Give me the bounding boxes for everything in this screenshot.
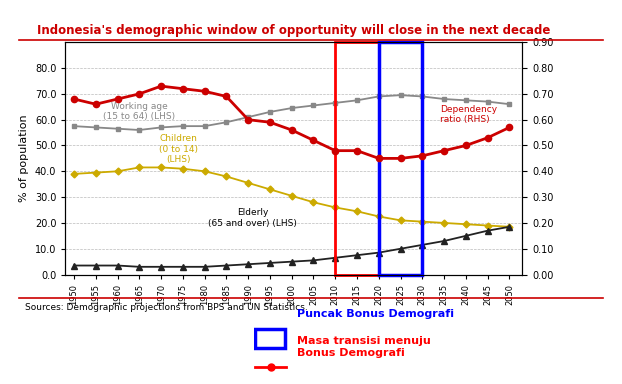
Text: Masa transisi menuju
Bonus Demografi: Masa transisi menuju Bonus Demografi <box>297 336 431 358</box>
Text: Elderly
(65 and over) (LHS): Elderly (65 and over) (LHS) <box>208 208 297 227</box>
Text: Children
(0 to 14)
(LHS): Children (0 to 14) (LHS) <box>159 134 198 164</box>
Bar <box>256 329 285 349</box>
Text: Dependency
ratio (RHS): Dependency ratio (RHS) <box>440 105 497 124</box>
Bar <box>379 42 422 275</box>
Text: Sources: Demographic projections from BPS and UN Statistics.: Sources: Demographic projections from BP… <box>25 303 308 312</box>
Title: Indonesia's demographic window of opportunity will close in the next decade: Indonesia's demographic window of opport… <box>37 24 550 37</box>
Text: Puncak Bonus Demografi: Puncak Bonus Demografi <box>297 309 454 319</box>
Bar <box>335 42 379 275</box>
Text: Working age
(15 to 64) (LHS): Working age (15 to 64) (LHS) <box>103 102 175 121</box>
Y-axis label: % of population: % of population <box>19 114 29 202</box>
